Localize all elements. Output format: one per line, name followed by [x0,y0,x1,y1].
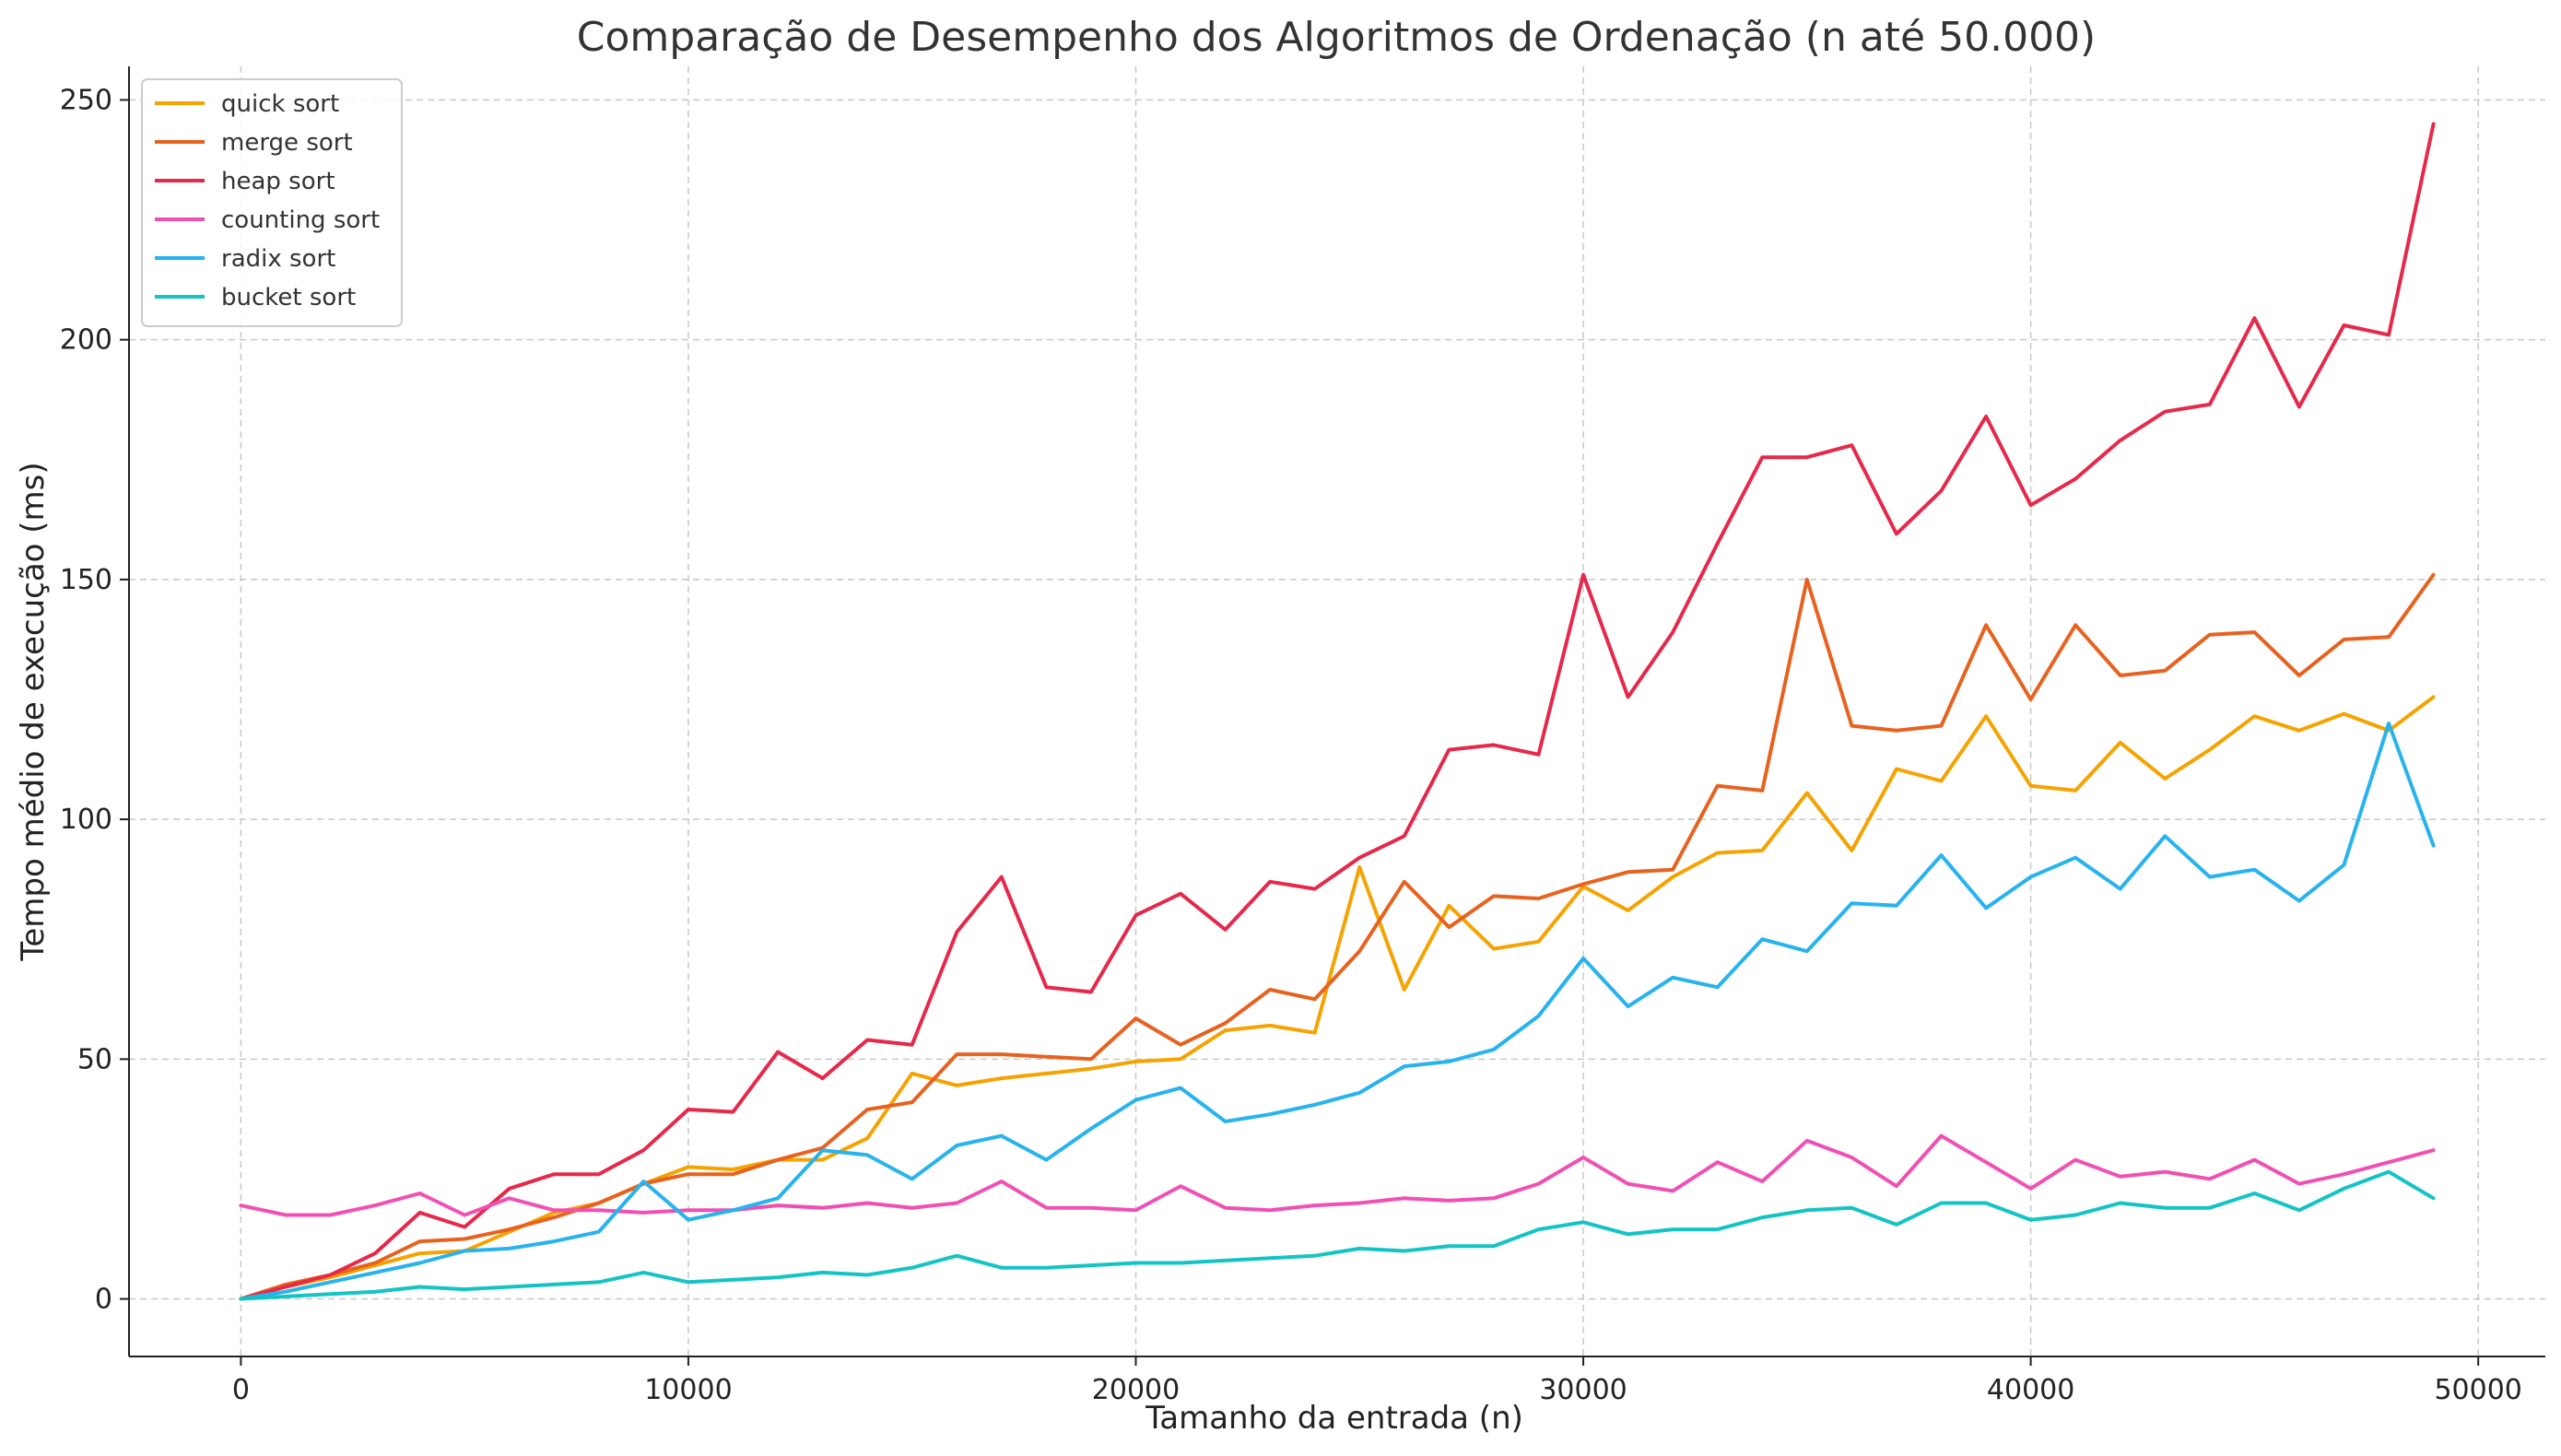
y-axis-ticks: 0 50 100 150 200 250 [60,84,129,1316]
legend: quick sort merge sort heap sort counting so… [141,78,403,327]
legend-label: heap sort [221,168,335,195]
grid [129,66,2545,1356]
y-tick-label: 250 [60,84,112,116]
x-tick-label: 50000 [2434,1374,2521,1406]
x-tick-label: 40000 [1987,1374,2074,1406]
x-axis-label: Tamanho da entrada (n) [1145,1400,1523,1437]
y-tick-label: 0 [95,1284,112,1316]
legend-items: quick sort merge sort heap sort counting so… [155,90,380,311]
series-line-heap-sort [239,122,2436,1301]
legend-box [141,78,403,327]
y-tick-label: 100 [60,804,112,836]
plot-frame [128,66,2545,1357]
legend-label: bucket sort [221,284,356,311]
y-tick-label: 200 [60,324,112,357]
series-line-counting-sort [239,1133,2436,1217]
chart-title: Comparação de Desempenho dos Algoritmos … [577,14,2096,61]
y-axis-label: Tempo médio de execução (ms) [15,462,52,961]
legend-label: counting sort [221,206,380,234]
legend-label: radix sort [221,245,335,273]
series-line-bucket-sort [239,1169,2436,1301]
x-tick-label: 10000 [644,1374,732,1406]
x-tick-label: 0 [232,1374,250,1406]
legend-label: merge sort [221,129,353,157]
x-axis-ticks: 0 10000 20000 30000 40000 50000 [232,1356,2522,1406]
series-line-radix-sort [239,722,2436,1301]
series-lines [239,122,2436,1301]
y-tick-label: 150 [60,564,112,596]
legend-label: quick sort [221,90,339,118]
series-line-merge-sort [239,572,2436,1301]
x-tick-label: 30000 [1539,1374,1627,1406]
x-tick-label: 20000 [1092,1374,1180,1406]
y-tick-label: 50 [77,1043,112,1075]
